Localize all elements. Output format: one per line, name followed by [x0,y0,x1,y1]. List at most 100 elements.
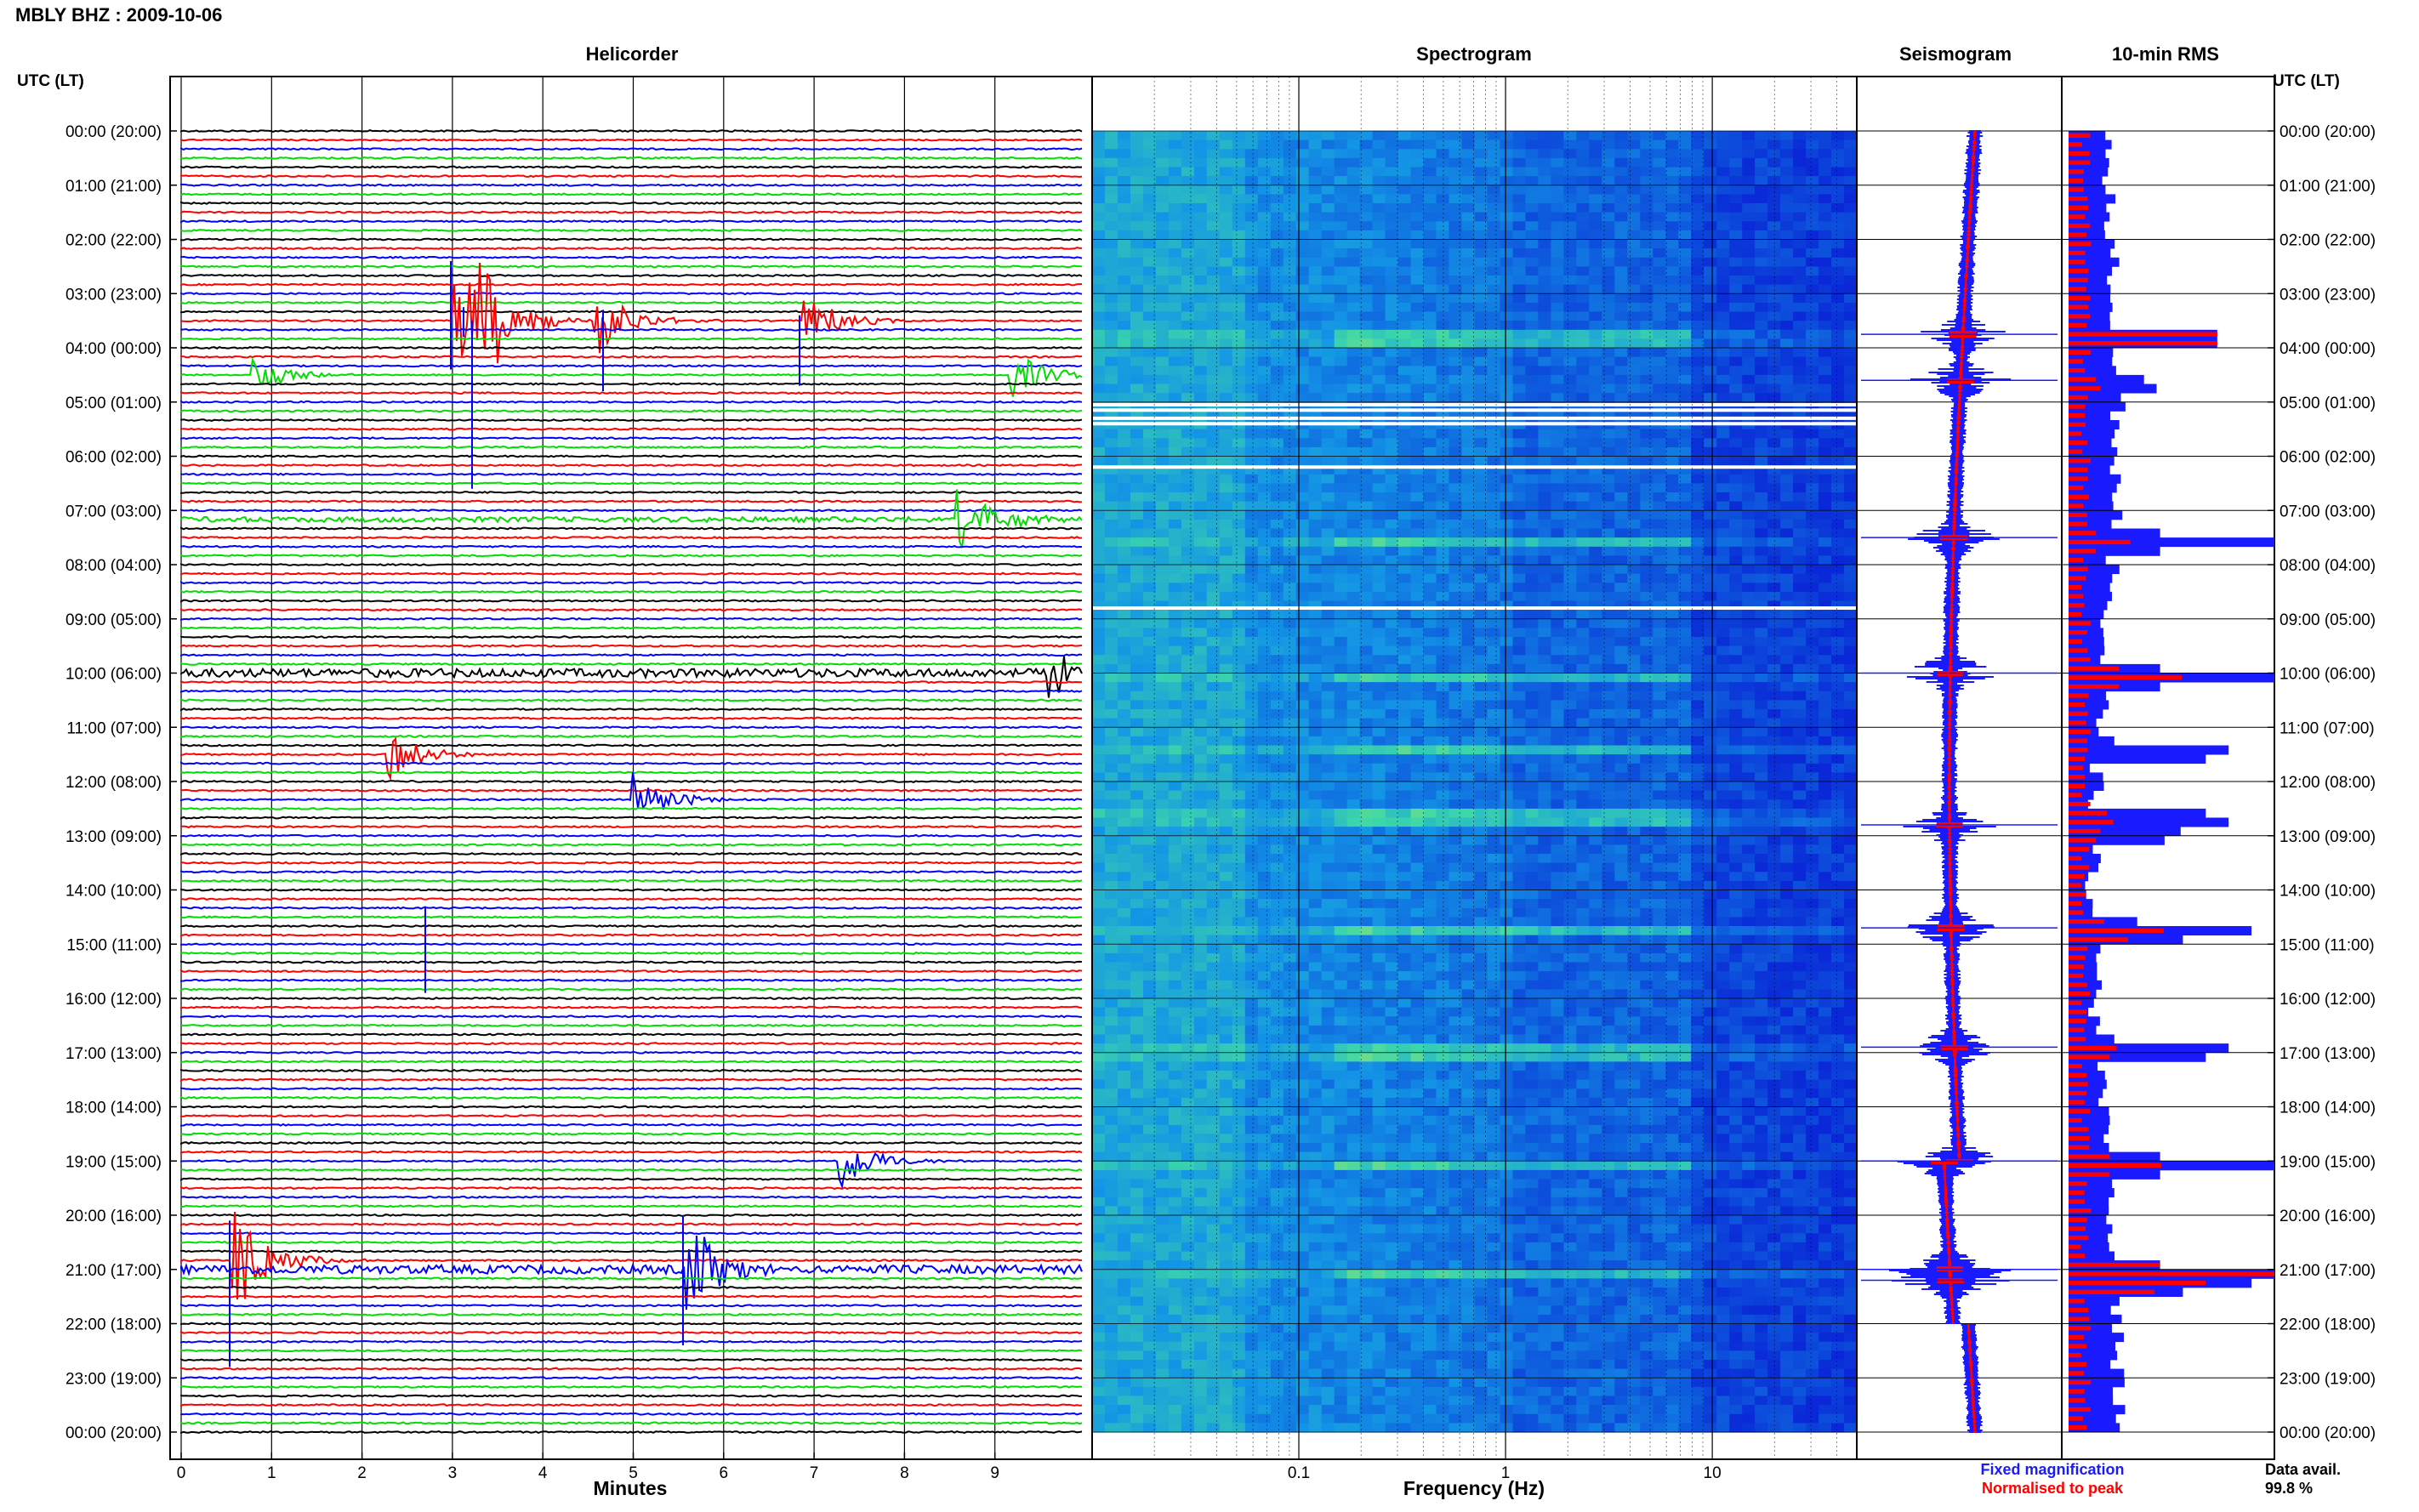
spectrogram-cell [1423,465,1437,475]
spectrogram-cell [1500,799,1514,810]
spectrogram-cell [1142,374,1157,385]
spectrogram-cell [1538,266,1551,276]
spectrogram-cell [1461,194,1476,204]
spectrogram-cell [1806,302,1819,313]
spectrogram-cell [1819,293,1832,304]
spectrogram-cell [1844,799,1858,810]
spectrogram-cell [1716,474,1730,484]
spectrogram-cell [1563,782,1577,792]
spectrogram-cell [1487,185,1501,195]
spectrogram-cell [1385,799,1399,810]
spectrogram-cell [1844,230,1858,241]
spectrogram-cell [1678,583,1692,593]
spectrogram-cell [1385,618,1399,628]
spectrogram-cell [1755,835,1768,845]
spectrogram-cell [1423,257,1437,267]
spectrogram-cell [1346,302,1361,313]
spectrogram-cell [1397,492,1412,503]
spectrogram-cell [1092,782,1106,792]
spectrogram-cell [1780,185,1794,195]
spectrogram-cell [1487,718,1501,728]
spectrogram-cell [1423,356,1437,367]
spectrogram-cell [1844,583,1858,593]
spectrogram-cell [1130,573,1144,583]
spectrogram-cell [1308,537,1323,548]
spectrogram-cell [1755,321,1768,331]
spectrogram-cell [1512,591,1527,602]
spectrogram-cell [1819,393,1832,403]
spectrogram-cell [1665,663,1679,674]
spectrogram-cell [1487,266,1501,276]
spectrogram-cell [1142,348,1157,358]
spectrogram-cell [1372,194,1386,204]
spectrogram-cell [1092,384,1106,394]
spectrogram-cell [1819,465,1832,475]
spectrogram-cell [1130,230,1144,241]
spectrogram-cell [1449,718,1463,728]
spectrogram-cell [1487,510,1501,520]
spectrogram-cell [1678,194,1692,204]
spectrogram-cell [1487,302,1501,313]
spectrogram-cell [1678,691,1692,701]
spectrogram-cell [1704,745,1717,755]
spectrogram-cell [1193,618,1208,628]
spectrogram-cell [1244,817,1259,827]
spectrogram-cell [1691,221,1705,231]
spectrogram-cell [1844,176,1858,186]
spectrogram-cell [1346,691,1361,701]
spectrogram-cell [1232,167,1246,177]
spectrogram-cell [1755,528,1768,538]
spectrogram-cell [1500,446,1514,458]
spectrogram-cell [1678,465,1692,475]
spectrogram-cell [1806,492,1819,503]
spectrogram-cell [1640,799,1653,810]
spectrogram-cell [1359,817,1374,827]
spectrogram-cell [1602,844,1615,855]
spectrogram-cell [1755,691,1768,701]
spectrogram-cell [1105,663,1118,674]
spectrogram-cell [1142,429,1157,439]
spectrogram-cell [1346,600,1361,611]
spectrogram-cell [1321,348,1335,358]
spectrogram-cell [1461,203,1476,213]
spectrogram-cell [1525,510,1539,520]
spectrogram-cell [1538,645,1551,656]
spectrogram-cell [1678,311,1692,321]
spectrogram-cell [1538,221,1551,231]
spectrogram-cell [1257,293,1272,304]
spectrogram-cell [1410,401,1425,412]
spectrogram-cell [1474,384,1488,394]
spectrogram-cell [1691,284,1705,294]
spectrogram-cell [1461,465,1476,475]
spectrogram-cell [1397,782,1412,792]
spectrogram-cell [1283,139,1297,150]
spectrogram-cell [1181,682,1195,692]
spectrogram-cell [1691,555,1705,566]
spectrogram-cell [1844,772,1858,782]
spectrogram-cell [1844,628,1858,638]
spectrogram-cell [1142,537,1157,548]
spectrogram-cell [1270,745,1284,755]
spectrogram-cell [1704,492,1717,503]
helicorder-trace [180,1235,1083,1310]
spectrogram-cell [1372,519,1386,530]
spectrogram-cell [1461,284,1476,294]
spectrogram-cell [1372,248,1386,259]
spectrogram-cell [1589,718,1602,728]
spectrogram-cell [1474,266,1488,276]
spectrogram-cell [1844,844,1858,855]
spectrogram-cell [1487,176,1501,186]
spectrogram-cell [1678,655,1692,665]
spectrogram-cell [1270,835,1284,845]
spectrogram-cell [1423,401,1437,412]
spectrogram-cell [1142,338,1157,349]
spectrogram-cell [1831,456,1845,466]
spectrogram-cell [1525,131,1539,141]
spectrogram-cell [1334,700,1348,710]
spectrogram-cell [1716,374,1730,385]
spectrogram-cell [1295,565,1310,575]
spectrogram-cell [1793,709,1807,719]
spectrogram-cell [1385,645,1399,656]
spectrogram-cell [1640,157,1653,168]
spectrogram-cell [1232,203,1246,213]
